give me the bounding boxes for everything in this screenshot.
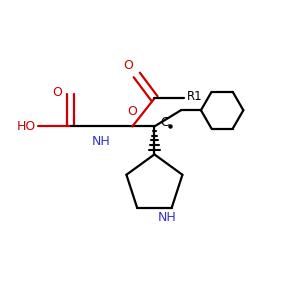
Text: O: O — [123, 59, 133, 72]
Text: C: C — [160, 116, 169, 129]
Text: NH: NH — [92, 135, 111, 148]
Text: O: O — [128, 105, 137, 118]
Text: NH: NH — [158, 211, 177, 224]
Text: HO: HO — [16, 120, 36, 133]
Text: O: O — [52, 86, 62, 99]
Text: R1: R1 — [187, 91, 203, 103]
